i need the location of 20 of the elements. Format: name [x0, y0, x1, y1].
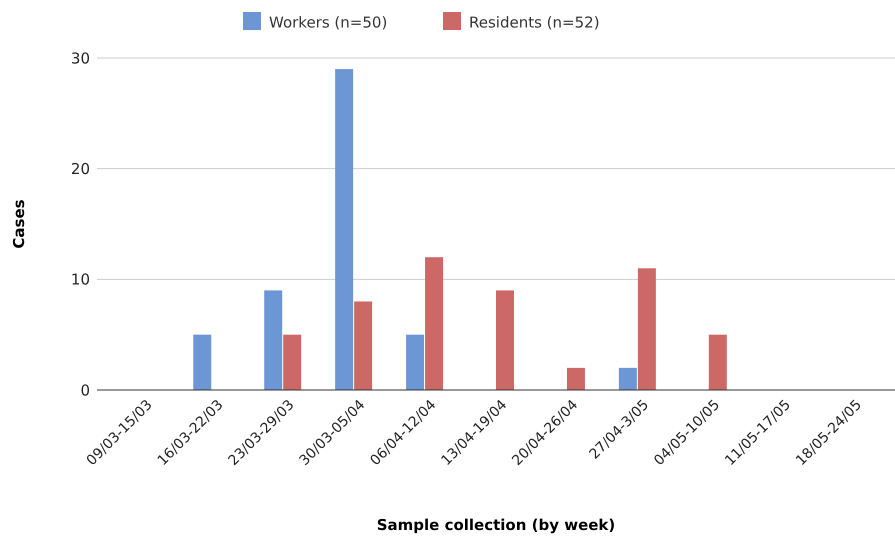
bar [618, 368, 637, 390]
bar [638, 268, 656, 390]
legend-label: Residents (n=52) [469, 13, 600, 32]
x-axis-title: Sample collection (by week) [376, 516, 616, 534]
bar [193, 334, 212, 390]
bar [406, 334, 424, 390]
bar [425, 257, 444, 390]
legend-label: Workers (n=50) [269, 13, 388, 32]
y-axis-title: Cases [10, 199, 28, 249]
bar [566, 368, 585, 390]
bar [335, 69, 354, 390]
y-tick-label: 0 [80, 381, 90, 400]
bar [354, 301, 372, 390]
y-tick-label: 30 [70, 49, 90, 68]
bar [283, 334, 302, 390]
y-tick-label: 10 [70, 270, 90, 289]
bar [496, 290, 514, 390]
bar [264, 290, 282, 390]
bar [708, 334, 727, 390]
y-tick-label: 20 [70, 160, 90, 178]
